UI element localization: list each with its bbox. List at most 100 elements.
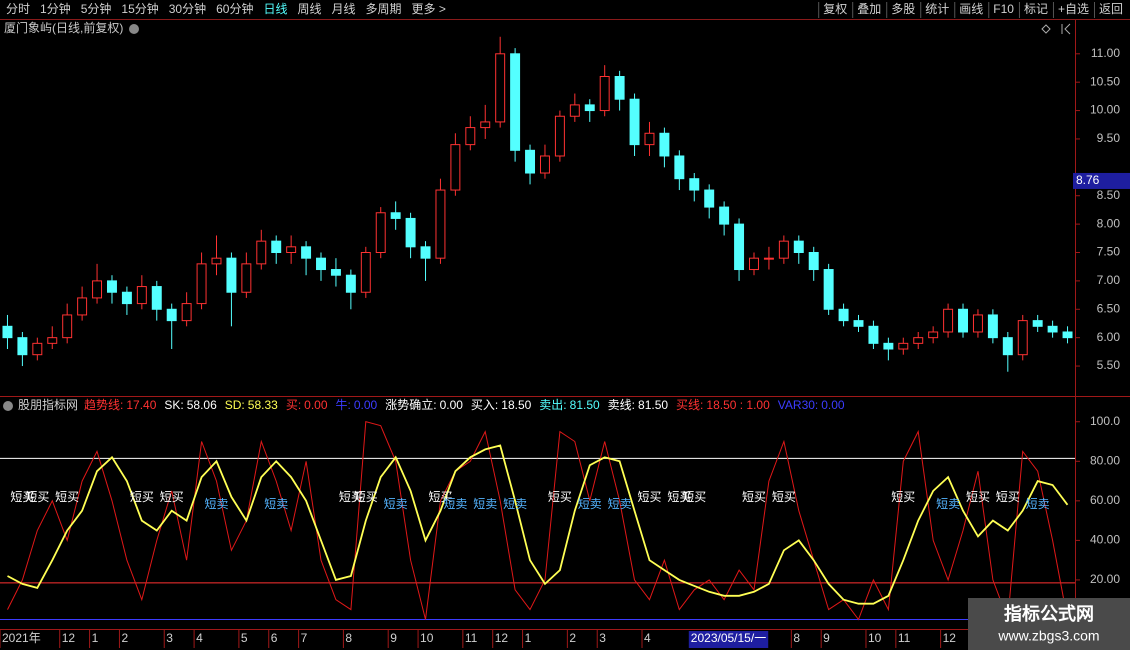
timeframe-tab[interactable]: 5分钟 — [81, 1, 112, 16]
candle-body — [539, 155, 550, 174]
date-label: 3 — [599, 631, 606, 645]
timeframe-tab[interactable]: 30分钟 — [169, 1, 206, 16]
toolbar-button[interactable]: 多股 — [891, 2, 915, 16]
legend-label: 买: — [286, 398, 301, 412]
indicator-title: 股朋指标网 — [18, 397, 78, 412]
candle-body — [958, 308, 969, 333]
date-label: 12 — [943, 631, 957, 645]
y-tick-label: 100.0 — [1090, 414, 1120, 428]
y-tick-label: 6.00 — [1097, 330, 1121, 344]
candle-body — [1017, 320, 1028, 356]
signal-label: 短买 — [772, 490, 796, 504]
candle-body — [121, 291, 132, 305]
candle-body — [749, 257, 759, 271]
toolbar-button[interactable]: +自选 — [1058, 2, 1089, 16]
watermark-box — [968, 598, 1130, 650]
timeframe-tab[interactable]: 15分钟 — [121, 1, 158, 16]
candle-body — [1047, 325, 1058, 333]
legend-value: 17.40 — [126, 398, 156, 412]
y-tick-label: 80.00 — [1090, 453, 1120, 467]
candle-body — [465, 127, 476, 146]
date-highlight-box — [688, 631, 769, 648]
legend-label: 涨势确立: — [385, 397, 436, 412]
date-label-highlight: 2023/05/15/一 — [691, 631, 766, 645]
candle-body — [62, 314, 73, 339]
timeframe-tab[interactable]: 日线 — [263, 2, 287, 16]
candle-body — [480, 121, 491, 129]
candle-body — [704, 189, 715, 208]
y-tick-label: 40.00 — [1090, 533, 1120, 547]
indicator-line — [7, 444, 1069, 605]
y-tick-label: 7.00 — [1097, 273, 1121, 287]
timeframe-tab[interactable]: 60分钟 — [216, 1, 253, 16]
toolbar-button[interactable]: 标记 — [1024, 2, 1048, 16]
candle-body — [256, 240, 267, 265]
date-label: 1 — [525, 631, 532, 645]
candle-body — [151, 286, 162, 310]
legend-label: SD: — [225, 398, 245, 412]
menu-icon[interactable] — [3, 401, 13, 411]
toolbar-button[interactable]: 统计 — [925, 2, 949, 16]
candle-body — [734, 223, 745, 271]
date-label: 1 — [92, 631, 99, 645]
toolbar-button[interactable]: 复权 — [823, 2, 847, 16]
diamond-icon — [1041, 24, 1051, 34]
legend-value: 0.00 — [440, 398, 464, 412]
signal-label: 短卖 — [264, 497, 288, 511]
toolbar-button[interactable]: 返回 — [1099, 2, 1123, 16]
candle-body — [599, 76, 610, 112]
timeframe-tab[interactable]: 1分钟 — [40, 1, 71, 16]
signal-label: 短买 — [354, 490, 378, 504]
date-label: 9 — [823, 631, 830, 645]
candle-body — [107, 280, 117, 293]
indicator-legend: 股朋指标网 趋势线: 17.40 SK: 58.06 SD: 58.33 买: 0.00 牛: 0.… — [18, 397, 845, 412]
timeframe-tab[interactable]: 月线 — [332, 2, 356, 16]
y-tick-label: 8.00 — [1097, 216, 1121, 230]
timeframe-tab[interactable]: 周线 — [297, 2, 321, 16]
plot: 5.506.006.507.007.508.008.509.5010.0010.… — [0, 36, 1130, 648]
legend-value: 0.00 — [304, 398, 328, 412]
candle-body — [898, 342, 909, 350]
last-price-label: 8.76 — [1076, 173, 1100, 187]
legend-label: 买入: — [471, 398, 498, 412]
menu-icon[interactable] — [129, 24, 139, 34]
date-label: 5 — [241, 631, 248, 645]
date-label: 12 — [62, 631, 76, 645]
signal-label: 短买 — [339, 490, 363, 504]
date-label: 4 — [196, 631, 203, 645]
legend-label: 卖出: — [539, 398, 566, 412]
candle-body — [166, 308, 177, 322]
legend-value: 81.50 — [570, 398, 600, 412]
y-tick-label: 8.50 — [1097, 188, 1121, 202]
candle-body — [435, 189, 446, 259]
timeframe-tab[interactable]: 更多 > — [412, 2, 446, 16]
candle-body — [838, 308, 849, 322]
candle-body — [1062, 331, 1073, 339]
toolbar-button[interactable]: F10 — [993, 2, 1014, 16]
legend-value: 58.06 — [187, 398, 217, 412]
date-label: 8 — [345, 631, 352, 645]
candle-body — [330, 269, 341, 276]
candle-body — [301, 246, 312, 259]
date-label: 7 — [301, 631, 308, 645]
signal-label: 短买 — [130, 490, 154, 504]
candle-body — [913, 337, 924, 344]
signal-label: 短买 — [966, 490, 990, 504]
legend-value: 0.00 — [354, 398, 378, 412]
signal-label: 短买 — [742, 490, 766, 504]
watermark-url: www.zbgs3.com — [997, 628, 1099, 644]
candle-body — [32, 342, 43, 356]
date-label: 9 — [390, 631, 397, 645]
signal-label: 短卖 — [1026, 497, 1050, 511]
timeframe-tab[interactable]: 分时 — [6, 2, 30, 16]
toolbar-button[interactable]: 叠加 — [857, 2, 881, 16]
collapse-icon[interactable] — [1061, 23, 1071, 35]
candle-body — [659, 132, 670, 157]
toolbar-button[interactable]: 画线 — [959, 2, 983, 16]
legend-value: 18.50 : 1.00 — [706, 398, 770, 412]
candle-body — [928, 331, 939, 339]
legend-value: 81.50 — [638, 398, 668, 412]
timeframe-tab[interactable]: 多周期 — [366, 2, 402, 16]
